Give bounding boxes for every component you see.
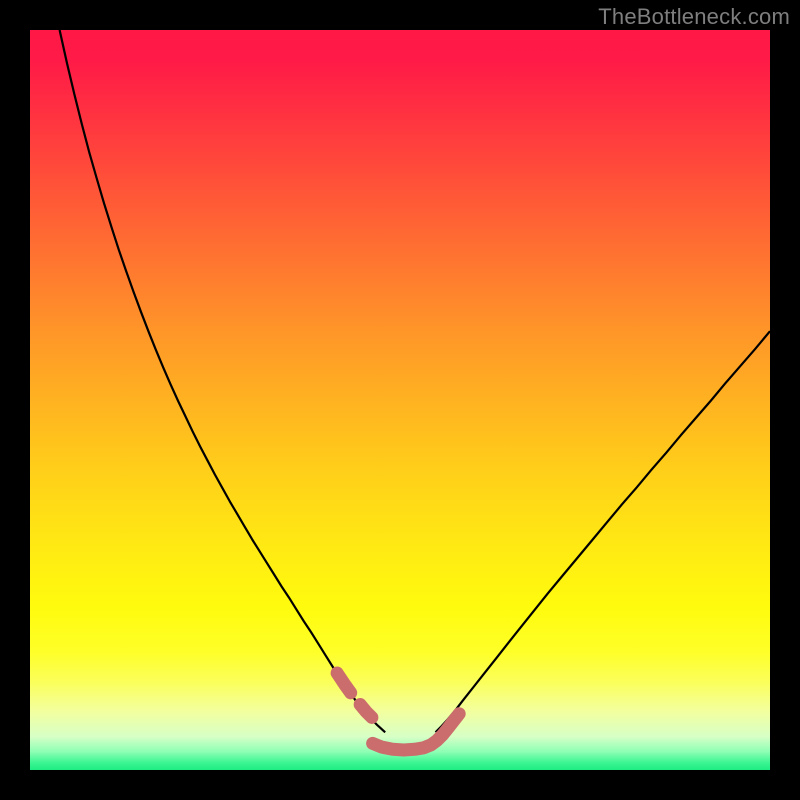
gradient-background <box>30 30 770 770</box>
watermark-text: TheBottleneck.com <box>598 4 790 30</box>
plot-area <box>30 30 770 770</box>
chart-svg <box>30 30 770 770</box>
